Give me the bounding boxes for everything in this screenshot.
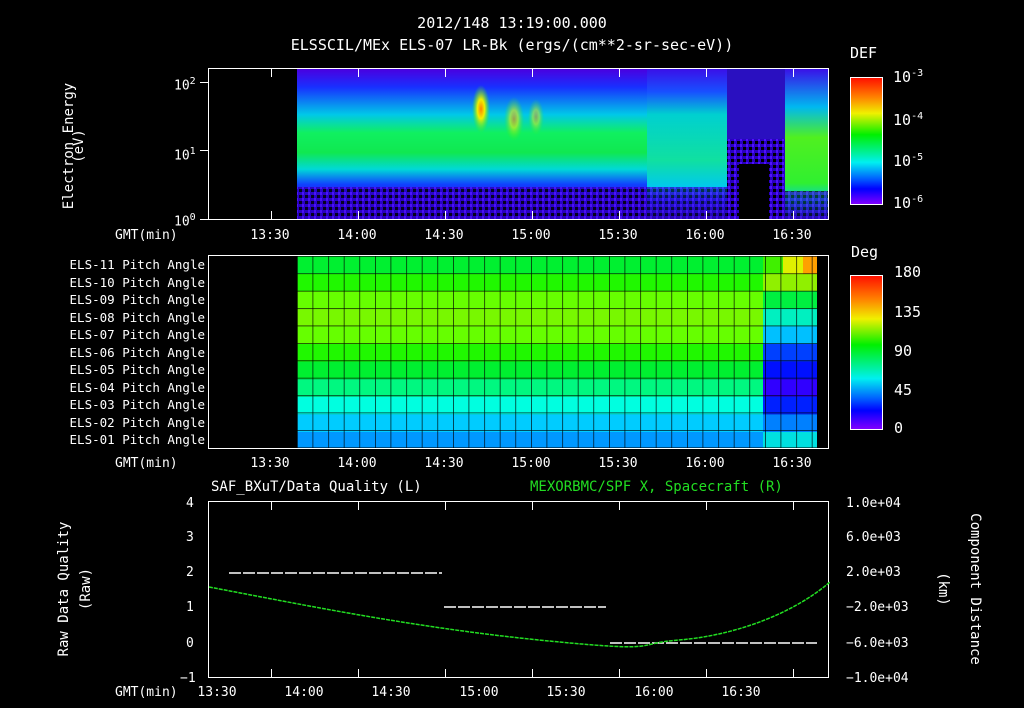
def-colorbar: [850, 77, 883, 205]
dq-xtick: 14:00: [284, 685, 324, 700]
deg-cbar-tick: 45: [894, 381, 913, 399]
pa-row-label: ELS-02 Pitch Angle: [69, 415, 205, 430]
dq-ylabel-left-unit: (Raw): [78, 567, 94, 611]
dq-ytick-right: 2.0e+03: [846, 565, 901, 580]
pa-row-label: ELS-11 Pitch Angle: [69, 257, 205, 272]
pa-xtick: 15:30: [598, 456, 638, 471]
def-cbar-tick: 10-5: [893, 152, 924, 170]
pa-xtick: 14:30: [424, 456, 464, 471]
def-cbar-tick: 10-4: [893, 111, 924, 129]
pa-row-label: ELS-10 Pitch Angle: [69, 275, 205, 290]
pa-xaxis-label: GMT(min): [115, 456, 178, 471]
plot-subtitle: ELSSCIL/MEx ELS-07 LR-Bk (ergs/(cm**2-sr…: [290, 36, 734, 54]
dq-lines: [209, 572, 830, 648]
dq-ylabel-right: Component Distance: [967, 513, 983, 665]
pa-row-label: ELS-07 Pitch Angle: [69, 327, 205, 342]
energy-xtick: 16:00: [685, 228, 725, 243]
def-cbar-tick: 10-6: [893, 194, 924, 212]
def-colorbar-label: DEF: [850, 44, 878, 62]
energy-xtick: 14:30: [424, 228, 464, 243]
energy-ylabel-unit: (eV): [71, 129, 87, 163]
pa-row-label: ELS-08 Pitch Angle: [69, 310, 205, 325]
dq-ytick-right: −2.0e+03: [846, 600, 909, 615]
pa-row-label: ELS-03 Pitch Angle: [69, 397, 205, 412]
dq-xtick: 13:30: [197, 685, 237, 700]
pa-xtick: 16:00: [685, 456, 725, 471]
energy-spectrogram-image: [209, 69, 828, 219]
pa-row-label: ELS-09 Pitch Angle: [69, 292, 205, 307]
dq-title-right: MEXORBMC/SPF X, Spacecraft (R): [530, 479, 783, 495]
dq-ytick-right: 6.0e+03: [846, 530, 901, 545]
dq-ylabel-right-unit: (km): [935, 572, 951, 606]
plot-timestamp: 2012/148 13:19:00.000: [417, 14, 607, 32]
dq-xtick: 16:00: [634, 685, 674, 700]
energy-ytick-1: 100: [174, 212, 196, 230]
deg-cbar-tick: 90: [894, 342, 913, 360]
pitch-angle-plot-area[interactable]: [208, 255, 829, 449]
pa-xtick: 15:00: [511, 456, 551, 471]
dq-ytick-right: 1.0e+04: [846, 496, 901, 511]
dq-ylabel-left: Raw Data Quality: [56, 521, 72, 657]
energy-xaxis-label: GMT(min): [115, 228, 178, 243]
dq-ytick-left: 3: [186, 530, 194, 545]
deg-colorbar: [850, 275, 883, 430]
dq-xtick: 14:30: [371, 685, 411, 700]
deg-cbar-tick: 180: [894, 263, 922, 281]
energy-ytick-10: 101: [174, 146, 196, 164]
dq-ytick-left: 0: [186, 636, 194, 651]
energy-xtick: 13:30: [250, 228, 290, 243]
dq-ytick-left: 4: [186, 496, 194, 511]
pa-row-label: ELS-01 Pitch Angle: [69, 432, 205, 447]
energy-plot-area[interactable]: [208, 68, 829, 220]
dq-xtick: 15:30: [546, 685, 586, 700]
dq-ytick-left: −1: [180, 671, 196, 686]
energy-xtick: 15:30: [598, 228, 638, 243]
deg-cbar-tick: 0: [894, 419, 904, 437]
dq-xtick: 15:00: [459, 685, 499, 700]
energy-xtick: 16:30: [772, 228, 812, 243]
pitch-angle-image: [209, 256, 828, 448]
deg-cbar-tick: 135: [894, 303, 922, 321]
dq-ytick-right: −6.0e+03: [846, 636, 909, 651]
energy-ytick-100: 102: [174, 76, 196, 94]
pa-xtick: 13:30: [250, 456, 290, 471]
pa-row-label: ELS-04 Pitch Angle: [69, 380, 205, 395]
dq-plot-area[interactable]: [208, 501, 830, 678]
dq-xtick: 16:30: [721, 685, 761, 700]
pa-xtick: 14:00: [337, 456, 377, 471]
dq-ytick-right: −1.0e+04: [846, 671, 909, 686]
dq-ytick-left: 1: [186, 600, 194, 615]
def-cbar-tick: 10-3: [893, 68, 924, 86]
deg-colorbar-label: Deg: [851, 243, 879, 261]
energy-xtick: 14:00: [337, 228, 377, 243]
pa-xtick: 16:30: [772, 456, 812, 471]
pa-row-label: ELS-05 Pitch Angle: [69, 362, 205, 377]
dq-ytick-left: 2: [186, 565, 194, 580]
energy-xtick: 15:00: [511, 228, 551, 243]
dq-title-left: SAF_BXuT/Data Quality (L): [211, 479, 422, 495]
dq-xaxis-label: GMT(min): [115, 685, 178, 700]
pa-row-label: ELS-06 Pitch Angle: [69, 345, 205, 360]
